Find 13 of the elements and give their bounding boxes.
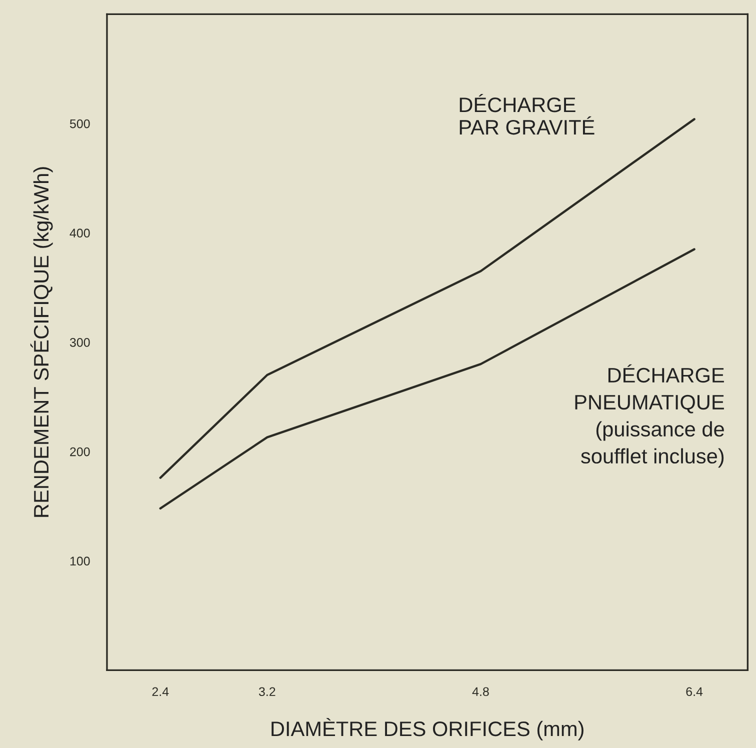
x-axis-title: DIAMÈTRE DES ORIFICES (mm): [272, 718, 584, 740]
x-tick-label: 2.4: [152, 687, 169, 696]
y-tick-label: 300: [70, 338, 90, 347]
y-tick-label: 200: [70, 447, 90, 456]
text: DÉCHARGE PAR GRAVITÉ: [460, 94, 594, 135]
x-tick-label: 3.2: [258, 687, 276, 696]
y-tick-label: 400: [70, 228, 90, 238]
x-tick-label: 4.8: [472, 687, 489, 696]
y-axis-title: RENDEMENT SPÉCIFIQUE (kg/kWh): [30, 167, 53, 517]
text: DÉCHARGE PNEUMATIQUE (puissance de soufflet incluse): [575, 364, 724, 468]
x-tick-label: 6.4: [686, 687, 703, 696]
y-tick-label: 100: [70, 556, 90, 566]
y-tick-label: 500: [70, 119, 90, 128]
